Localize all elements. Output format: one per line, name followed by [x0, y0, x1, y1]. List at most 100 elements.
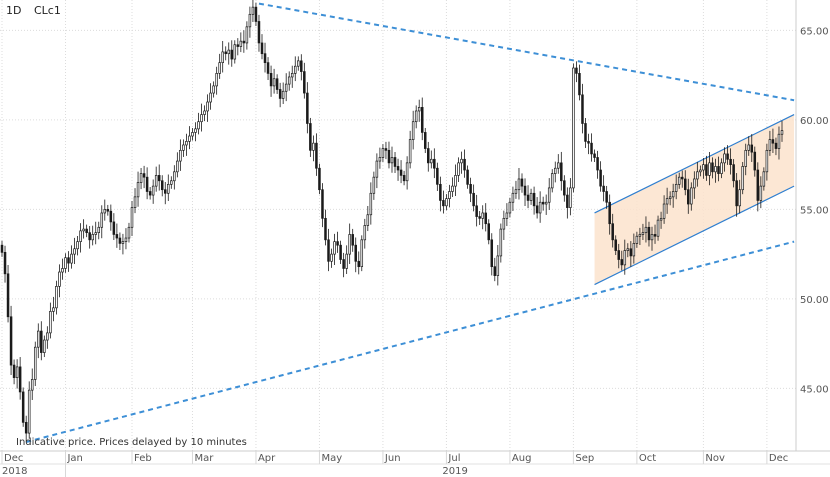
- candle-body: [647, 226, 651, 241]
- candle-body: [602, 185, 605, 192]
- candle-body: [151, 185, 155, 196]
- candle-body: [520, 178, 524, 187]
- candle-body: [160, 180, 164, 191]
- candle-body: [502, 217, 506, 230]
- candle-body: [777, 133, 781, 149]
- y-tick-label: 55.00: [800, 205, 829, 216]
- candle-body: [387, 149, 391, 164]
- candle-body: [40, 330, 43, 353]
- candle-body: [614, 239, 617, 251]
- candle-body: [451, 185, 454, 192]
- candle-body: [124, 237, 128, 242]
- candle-body: [632, 243, 636, 257]
- candle-body: [430, 158, 433, 164]
- candle-body: [363, 225, 367, 241]
- candle-body: [206, 101, 209, 112]
- candle-body: [460, 158, 463, 164]
- candle-body: [608, 201, 611, 225]
- candle-body: [109, 210, 113, 223]
- candle-body: [569, 187, 572, 208]
- candle-body: [369, 192, 373, 216]
- candle-body: [427, 148, 430, 164]
- candle-body: [581, 94, 584, 124]
- candle-body: [566, 194, 569, 208]
- candle-body: [287, 76, 291, 85]
- candle-body: [58, 271, 61, 287]
- candle-body: [593, 153, 596, 158]
- candle-body: [499, 228, 503, 257]
- candle-body: [182, 144, 185, 151]
- candle-body: [423, 132, 427, 149]
- candle-body: [487, 223, 491, 241]
- candle-body: [475, 205, 478, 217]
- candle-body: [312, 142, 315, 151]
- candle-body: [535, 205, 539, 214]
- candle-body: [327, 239, 330, 262]
- candle-body: [708, 162, 711, 176]
- candle-body: [680, 176, 684, 180]
- candle-body: [493, 266, 497, 276]
- candle-body: [544, 201, 548, 205]
- candle-body: [215, 73, 218, 87]
- candle-body: [173, 171, 176, 182]
- candle-body: [100, 212, 104, 228]
- chart-symbol[interactable]: CLc1: [34, 4, 61, 17]
- candle-body: [420, 107, 424, 133]
- candle-body: [245, 26, 249, 44]
- candle-body: [411, 121, 415, 140]
- candle-body: [254, 6, 258, 22]
- y-tick-label: 45.00: [800, 384, 829, 395]
- candle-body: [538, 201, 542, 214]
- x-tick-label: Apr: [258, 453, 276, 464]
- candle-body: [200, 114, 203, 123]
- candle-body: [227, 49, 231, 55]
- candle-body: [590, 142, 593, 155]
- candle-body: [154, 175, 158, 187]
- candle-body: [481, 212, 484, 219]
- candle-body: [148, 191, 152, 196]
- candle-body: [584, 123, 587, 142]
- candle-body: [333, 241, 336, 255]
- candle-body: [384, 148, 388, 151]
- candle-body: [572, 67, 575, 189]
- x-tick-label: Jun: [384, 453, 401, 464]
- candle-body: [142, 173, 146, 178]
- candle-body: [130, 207, 134, 228]
- candle-body: [88, 232, 91, 241]
- year-label: 2018: [2, 466, 27, 477]
- candle-body: [306, 92, 309, 124]
- candle-body: [623, 250, 627, 266]
- candle-body: [281, 90, 285, 99]
- candle-body: [194, 128, 197, 133]
- candle-body: [55, 285, 58, 309]
- candle-body: [396, 166, 400, 171]
- candle-body: [445, 198, 448, 207]
- candle-body: [677, 176, 681, 185]
- candle-body: [18, 366, 22, 393]
- candle-body: [659, 217, 663, 221]
- chart-interval[interactable]: 1D: [6, 4, 22, 17]
- candle-body: [771, 139, 775, 144]
- candle-body: [290, 73, 294, 78]
- candle-body: [257, 21, 261, 44]
- candle-body: [457, 162, 460, 176]
- candle-body: [348, 234, 351, 255]
- candle-body: [97, 226, 101, 234]
- candle-body: [466, 169, 469, 185]
- candle-body: [112, 221, 116, 235]
- candle-body: [750, 144, 754, 153]
- candle-body: [442, 200, 445, 207]
- candle-body: [157, 175, 161, 182]
- candle-body: [263, 53, 267, 63]
- candle-body: [115, 234, 119, 239]
- candle-body: [269, 73, 273, 87]
- candle-body: [212, 85, 215, 94]
- x-tick-label: Jan: [66, 453, 82, 464]
- candle-body: [454, 175, 457, 187]
- candle-body: [732, 164, 735, 182]
- candle-body: [0, 244, 4, 253]
- candle-body: [197, 121, 200, 130]
- candle-body: [224, 51, 227, 55]
- candle-body: [293, 65, 297, 74]
- x-tick-label: Feb: [134, 453, 152, 464]
